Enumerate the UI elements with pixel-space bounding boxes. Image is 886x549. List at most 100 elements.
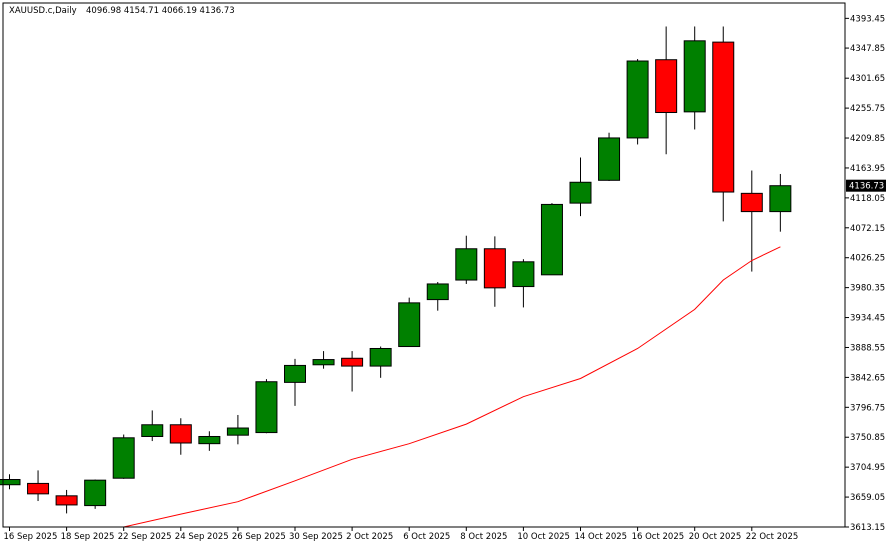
candle	[540, 203, 563, 276]
candle	[0, 474, 21, 490]
y-tick-label: 3613.15	[850, 523, 885, 533]
candle-body-bull	[540, 203, 563, 276]
candle-body-bear	[27, 482, 50, 495]
candle	[712, 26, 735, 222]
candle-body-bull	[141, 424, 164, 437]
y-tick-label: 4163.95	[850, 164, 885, 174]
candle	[284, 358, 306, 406]
candle-body-bull	[112, 437, 135, 479]
candle	[198, 431, 221, 451]
x-tick-label: 14 Oct 2025	[575, 532, 628, 542]
candle	[740, 170, 763, 272]
candle	[598, 132, 621, 181]
candle	[312, 351, 335, 369]
x-tick-label: 6 Oct 2025	[403, 532, 450, 542]
candle	[398, 297, 421, 348]
y-tick-label: 3842.65	[850, 373, 885, 383]
candle-body-bull	[512, 261, 535, 288]
candle	[226, 414, 249, 445]
candle	[483, 236, 506, 307]
x-tick-label: 10 Oct 2025	[517, 532, 570, 542]
candle-body-bear	[483, 248, 506, 289]
y-tick-label: 3934.45	[850, 314, 885, 324]
time-axis-background	[0, 527, 886, 545]
x-tick-label: 8 Oct 2025	[460, 532, 507, 542]
plot-border	[2, 2, 846, 528]
current-price-label: 4136.73	[849, 182, 884, 192]
x-tick-label: 16 Sep 2025	[4, 532, 58, 542]
y-tick-label: 4209.85	[850, 134, 885, 144]
y-tick-label: 3796.75	[850, 403, 885, 413]
x-tick-label: 20 Oct 2025	[689, 532, 742, 542]
y-tick-label: 4072.15	[850, 224, 885, 234]
candle	[141, 410, 164, 442]
candle	[569, 157, 592, 217]
candle	[512, 259, 535, 308]
x-tick-label: 16 Oct 2025	[632, 532, 685, 542]
y-tick-label: 3888.55	[850, 343, 885, 353]
moving-average-line	[123, 246, 781, 528]
y-tick-label: 3704.95	[850, 463, 885, 473]
candle-body-bull	[426, 283, 449, 301]
candle	[84, 479, 107, 509]
y-tick-label: 4393.45	[850, 14, 885, 24]
candle-body-bull	[455, 248, 478, 281]
candle-body-bull	[84, 479, 107, 507]
candle-body-bear	[740, 192, 763, 213]
candles-layer	[0, 26, 792, 514]
y-tick-label: 4026.25	[850, 254, 885, 264]
chart-symbol-label: XAUUSD.c,Daily	[9, 6, 77, 16]
candle	[169, 418, 192, 455]
candle	[369, 346, 392, 378]
current-price-tag	[846, 179, 886, 192]
candle	[455, 235, 478, 284]
x-tick-label: 30 Sep 2025	[289, 532, 343, 542]
candle-body-bull	[769, 185, 792, 213]
candle	[426, 281, 449, 311]
y-tick-label: 4118.05	[850, 194, 885, 204]
candle-body-bull	[369, 347, 392, 367]
candle-body-bear	[655, 59, 678, 114]
candle	[55, 489, 78, 514]
candle-body-bull	[312, 359, 335, 366]
y-tick-label: 3980.35	[850, 284, 885, 294]
x-tick-label: 22 Oct 2025	[746, 532, 799, 542]
x-tick-label: 18 Sep 2025	[61, 532, 115, 542]
candle-body-bull	[398, 302, 421, 348]
y-tick-label: 3659.05	[850, 493, 885, 503]
candle	[626, 59, 649, 145]
candle-body-bull	[255, 381, 278, 434]
candle-body-bull	[226, 427, 249, 436]
candle-body-bull	[0, 479, 21, 486]
x-tick-label: 26 Sep 2025	[232, 532, 286, 542]
x-tick-label: 24 Sep 2025	[175, 532, 229, 542]
chart-ohlc-label: 4096.98 4154.71 4066.19 4136.73	[86, 6, 235, 16]
candle-body-bull	[626, 60, 649, 139]
candle-body-bull	[683, 40, 706, 113]
candle	[683, 26, 706, 130]
x-tick-label: 22 Sep 2025	[118, 532, 172, 542]
candle	[27, 470, 50, 502]
candle	[341, 351, 364, 392]
candle	[769, 173, 792, 232]
x-tick-label: 2 Oct 2025	[346, 532, 393, 542]
candle-body-bear	[341, 357, 364, 367]
candle-body-bull	[284, 364, 306, 383]
moving-average-layer	[123, 246, 781, 528]
candle-body-bear	[55, 495, 78, 506]
candle-body-bull	[198, 435, 221, 445]
candle	[655, 26, 678, 155]
candle-body-bull	[598, 137, 621, 181]
candle-body-bear	[169, 424, 192, 444]
y-tick-label: 4255.75	[850, 104, 885, 114]
y-tick-label: 4301.65	[850, 74, 885, 84]
y-tick-label: 4347.85	[850, 44, 885, 54]
y-tick-label: 3750.85	[850, 433, 885, 443]
candle-body-bull	[569, 181, 592, 204]
price-axis-background	[845, 0, 886, 545]
candle-body-bear	[712, 41, 735, 193]
candle	[112, 434, 135, 479]
